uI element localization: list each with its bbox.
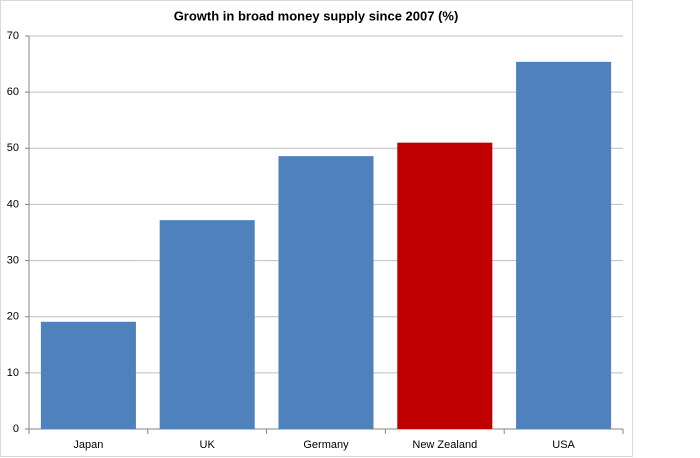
y-tick-label: 0 (13, 423, 19, 435)
chart-title: Growth in broad money supply since 2007 … (174, 8, 459, 23)
y-tick-label: 30 (7, 254, 19, 266)
bar (397, 142, 493, 429)
y-tick-label: 20 (7, 311, 19, 323)
bar (159, 220, 255, 429)
bar (40, 321, 136, 429)
y-tick-label: 40 (7, 198, 19, 210)
bar (278, 156, 374, 429)
y-tick-label: 10 (7, 367, 19, 379)
x-tick-label: Japan (73, 439, 103, 451)
x-tick-label: Germany (303, 439, 349, 451)
x-tick-label: UK (200, 439, 216, 451)
y-tick-label: 60 (7, 86, 19, 98)
bar (516, 61, 612, 429)
y-tick-label: 70 (7, 30, 19, 42)
y-tick-label: 50 (7, 142, 19, 154)
x-tick-label: New Zealand (412, 439, 477, 451)
x-tick-label: USA (552, 439, 575, 451)
